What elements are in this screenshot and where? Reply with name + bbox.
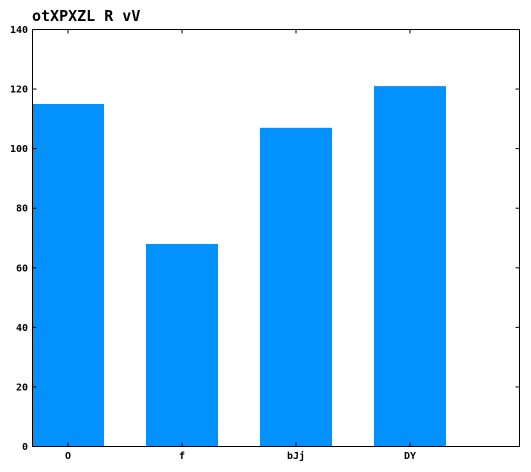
- x-tick-label: bJj: [287, 450, 305, 462]
- bar-O: [32, 103, 104, 447]
- y-axis: 0 20 40 60 80 100 120 140: [10, 25, 520, 453]
- bar-f: [146, 243, 218, 447]
- bars-group: [32, 86, 446, 447]
- y-tick-label: 60: [16, 263, 28, 274]
- x-tick-label: DY: [404, 451, 416, 462]
- bar-bJj: [260, 127, 332, 447]
- y-tick-label: 20: [16, 382, 28, 393]
- x-tick-label: f: [179, 451, 185, 462]
- y-tick-label: 0: [22, 442, 28, 453]
- x-tick-label: O: [65, 451, 71, 462]
- y-tick-label: 40: [16, 323, 28, 334]
- y-tick-label: 120: [10, 85, 28, 96]
- chart-title: otXPXZL R vV: [32, 7, 140, 25]
- bar-DY: [374, 86, 446, 447]
- y-tick-label: 100: [10, 144, 28, 155]
- y-tick-label: 140: [10, 25, 28, 36]
- y-tick-label: 80: [16, 204, 28, 215]
- plot-frame: [32, 29, 520, 447]
